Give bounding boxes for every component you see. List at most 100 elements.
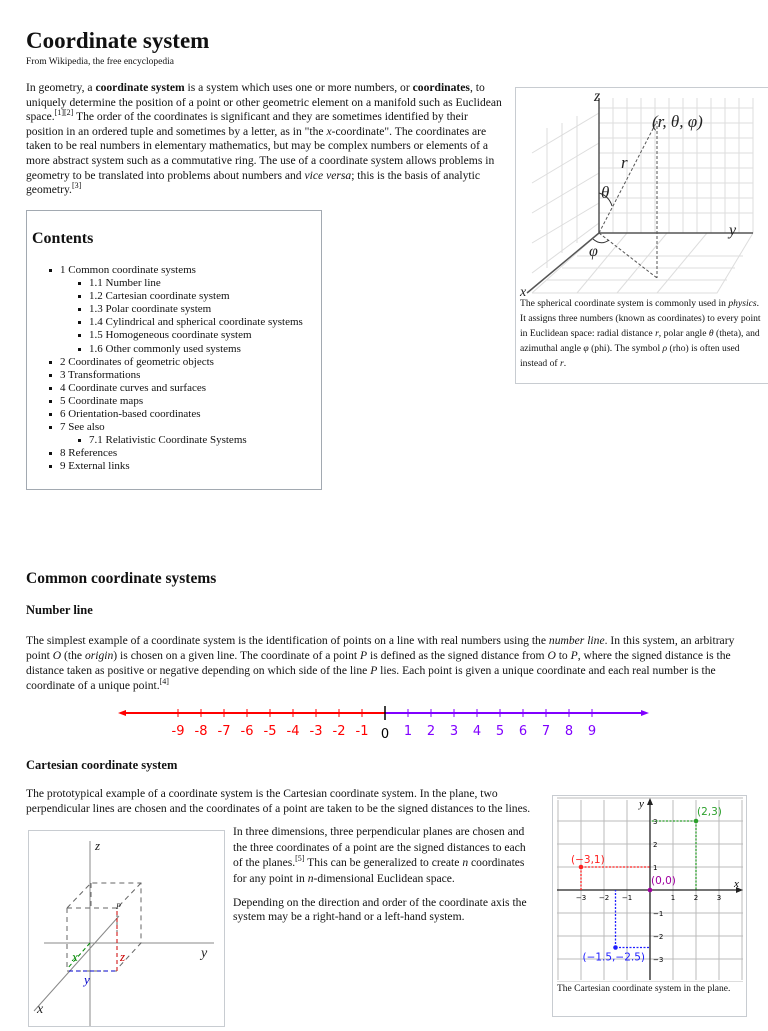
r-label: r <box>621 153 628 172</box>
number-line-paragraph: The simplest example of a coordinate sys… <box>26 634 735 692</box>
tick-label: -3 <box>310 724 323 739</box>
ref-link[interactable]: [1] <box>54 108 64 118</box>
tick-label: 2 <box>427 724 435 739</box>
y-distance-label: y <box>82 972 90 987</box>
y-axis-label: y <box>727 222 737 239</box>
toc-item[interactable]: 1.5 Homogeneous coordinate system <box>60 329 303 342</box>
y-tick-label: 3 <box>653 818 657 826</box>
table-of-contents: Contents 1 Common coordinate systems 1.1 … <box>26 210 322 490</box>
data-point <box>647 887 653 893</box>
left-arrow-icon <box>118 710 126 716</box>
cartesian-content: The prototypical example of a coordinate… <box>26 787 542 1028</box>
y-axis-label: y <box>199 946 208 961</box>
data-point <box>613 945 618 950</box>
toc-item[interactable]: 1.1 Number line <box>60 277 303 290</box>
toc-item[interactable]: 5 Coordinate maps <box>49 395 303 408</box>
cartesian-2d-diagram: x y −3 −2 −1 1 2 3 3 2 1 −1 −2 −3 (2,3) (−3,1) (0,0) (−1.… <box>557 797 743 983</box>
cartesian-paragraph-2: In three dimensions, three perpendicular… <box>233 825 526 885</box>
toc-item[interactable]: 1.3 Polar coordinate system <box>60 303 303 316</box>
tick-label: 5 <box>496 724 504 739</box>
tick-label: -4 <box>287 724 300 739</box>
tick-label: -2 <box>333 724 346 739</box>
tick-label: -1 <box>356 724 369 739</box>
ref-link[interactable]: [2] <box>63 108 74 118</box>
cartesian-3d-figure: z y x P x y z <box>28 830 225 1028</box>
toc-item[interactable]: 1.2 Cartesian coordinate system <box>60 290 303 303</box>
tick-label: 7 <box>542 724 550 739</box>
z-distance-label: z <box>119 949 125 964</box>
tick-label: 1 <box>404 724 412 739</box>
toc-item[interactable]: 6 Orientation-based coordinates <box>49 408 303 421</box>
x-axis-label: x <box>519 285 527 296</box>
ref-link[interactable]: [3] <box>71 181 82 191</box>
toc-item[interactable]: 4 Coordinate curves and surfaces <box>49 382 303 395</box>
y-tick-label: −1 <box>653 910 663 918</box>
cartesian-text-column: In three dimensions, three perpendicular… <box>233 824 537 924</box>
toc-item[interactable]: 1.4 Cylindrical and spherical coordinate… <box>60 316 303 329</box>
y-tick-label: −3 <box>653 956 663 964</box>
point-label: (r, θ, φ) <box>652 112 703 131</box>
point-label: (2,3) <box>697 806 722 818</box>
x-tick-label: 3 <box>717 894 721 902</box>
y-tick-label: 2 <box>653 841 657 849</box>
right-arrow-icon <box>641 710 649 716</box>
x-arrow-icon <box>736 887 743 893</box>
tick-label: 3 <box>450 724 458 739</box>
toc-item[interactable]: 1 Common coordinate systems <box>49 264 303 277</box>
cartesian-paragraph-1: The prototypical example of a coordinate… <box>26 787 531 815</box>
cartesian-2d-figure: x y −3 −2 −1 1 2 3 3 2 1 −1 −2 −3 (2,3) (−3,1) (0,0) (−1.… <box>552 795 747 1017</box>
number-line-figure: -9 -8 -7 -6 -5 -4 -3 -2 -1 0 1 2 3 4 5 6 7 8 9 <box>118 706 649 742</box>
tick-label: -7 <box>218 724 231 739</box>
cartesian-3d-diagram: z y x P x y z <box>33 838 214 1027</box>
point-label: (−3,1) <box>571 854 605 866</box>
toc-item[interactable]: 9 External links <box>49 460 303 473</box>
x-tick-label: 2 <box>694 894 698 902</box>
y-arrow-icon <box>647 798 653 805</box>
z-axis-label: z <box>94 838 100 853</box>
toc-heading: Contents <box>32 230 94 247</box>
phi-label: φ <box>589 243 598 260</box>
toc-item[interactable]: 7.1 Relativistic Coordinate Systems <box>60 434 303 447</box>
subsection-heading-cartesian: Cartesian coordinate system <box>26 758 178 772</box>
subsection-heading-number-line: Number line <box>26 603 93 617</box>
point-label: (0,0) <box>651 875 676 887</box>
page-title: Coordinate system <box>26 28 210 53</box>
toc-item[interactable]: 7 See also <box>49 421 303 434</box>
x-axis-label: x <box>36 1002 44 1017</box>
page-subtitle: From Wikipedia, the free encyclopedia <box>26 57 174 67</box>
point-p-label: P <box>115 902 121 911</box>
spherical-diagram: z y x (r, θ, φ) r θ φ <box>519 88 754 296</box>
z-axis-label: z <box>593 88 601 105</box>
toc-item[interactable]: 8 References <box>49 447 303 460</box>
tick-label: -5 <box>264 724 277 739</box>
toc-item[interactable]: 1.6 Other commonly used systems <box>60 343 303 356</box>
cartesian-caption: The Cartesian coordinate system in the p… <box>557 984 731 994</box>
x-distance-label: x <box>71 949 78 964</box>
tick-label: -8 <box>195 724 208 739</box>
ref-link[interactable]: [4] <box>159 677 169 687</box>
ref-link[interactable]: [5] <box>295 854 305 864</box>
x-axis-label: x <box>733 878 739 890</box>
x-tick-label: −3 <box>576 894 586 902</box>
theta-label: θ <box>601 183 609 202</box>
toc-item[interactable]: 2 Coordinates of geometric objects <box>49 356 303 369</box>
tick-label: 6 <box>519 724 527 739</box>
toc-item[interactable]: 3 Transformations <box>49 369 303 382</box>
y-tick-label: 1 <box>653 864 657 872</box>
y-tick-label: −2 <box>653 933 663 941</box>
toc-list: 1 Common coordinate systems 1.1 Number li… <box>49 264 303 474</box>
section-heading: Common coordinate systems <box>26 570 217 587</box>
tick-label: 0 <box>381 727 389 742</box>
intro-paragraph: In geometry, a coordinate system is a sy… <box>26 81 502 197</box>
spherical-figure: z y x (r, θ, φ) r θ φ The spherical coor… <box>515 87 768 384</box>
x-tick-label: −1 <box>622 894 632 902</box>
spherical-caption: The spherical coordinate system is commo… <box>520 298 761 369</box>
tick-label: -6 <box>241 724 254 739</box>
cartesian-paragraph-3: Depending on the direction and order of … <box>233 896 527 924</box>
x-tick-label: 1 <box>671 894 675 902</box>
y-axis-label: y <box>638 798 644 810</box>
tick-label: 4 <box>473 724 481 739</box>
data-point <box>578 864 584 870</box>
x-tick-label: −2 <box>599 894 609 902</box>
tick-label: -9 <box>172 724 185 739</box>
